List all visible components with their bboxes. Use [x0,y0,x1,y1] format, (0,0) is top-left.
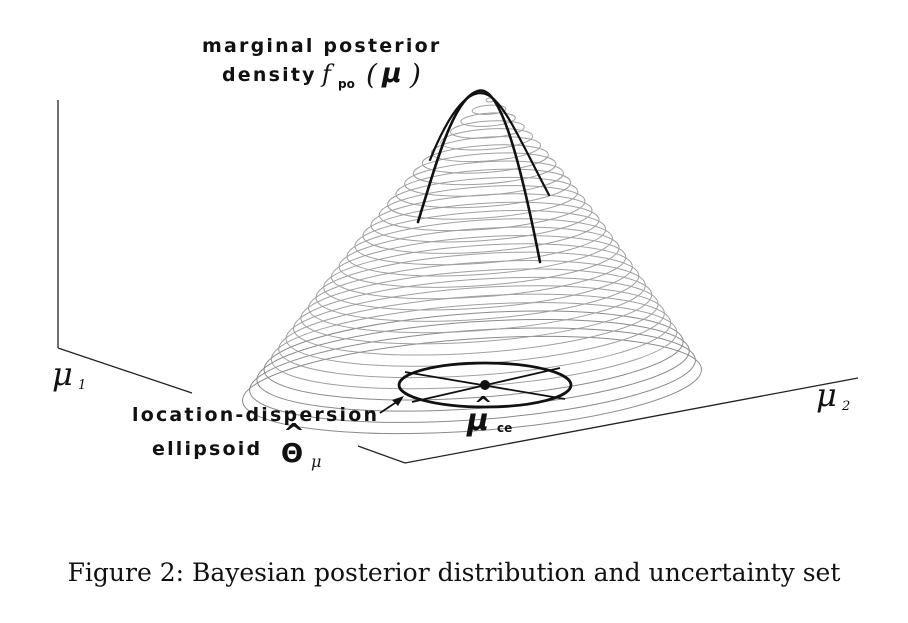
contour-ring [293,276,659,356]
contour-ring [242,335,702,435]
contour-ring [378,185,586,232]
contour-ring [362,201,600,254]
ellipsoid-center-dot [480,380,490,390]
contour-ring [330,235,627,300]
posterior-figure: marginal posterior density f po ( μ ) μ … [52,35,859,471]
ellipsoid-label-line2: ellipsoid [152,438,262,460]
figure-caption: Figure 2: Bayesian posterior distributio… [67,558,841,587]
contour-ring [404,160,564,197]
contour-ring [354,210,607,266]
paren-open: ( [366,58,378,91]
axis-mu2-label: μ [816,376,837,414]
contour-ring [346,218,613,277]
contour-ring [471,104,507,115]
axis-mu1-subscript: 1 [78,378,86,393]
mu-ce-symbol: μ [466,403,489,438]
contour-ring [256,318,690,412]
axes [57,100,859,464]
axis-mu1 [57,347,193,394]
marginal-curve-back [428,92,551,197]
contour-ring [412,152,557,186]
contour-ring [263,310,684,401]
ellipsoid-ring [397,361,573,409]
axis-mu2-subscript: 2 [841,399,850,414]
contour-ring [315,251,640,322]
contour-ring [430,136,542,163]
posterior-label-line1: marginal posterior [202,35,441,57]
contour-ring [387,176,579,220]
theta-symbol: Θ [281,439,303,469]
contour-ring [450,120,525,139]
theta-subscript: μ [311,452,321,471]
paren-close: ) [409,58,421,91]
contour-ring [249,327,696,423]
contour-ring [323,243,633,311]
ellipsoid-label-line1: location-dispersion [132,404,379,426]
marginal-curves [416,89,551,264]
ellipsoid-shape [397,361,573,409]
contour-ring [278,293,672,379]
f-symbol: f [320,60,335,88]
contour-ring [460,112,516,127]
axis-mu1-label: μ [52,355,73,393]
contour-ring [440,128,534,151]
f-subscript: po [338,77,355,91]
mu-bold: μ [381,58,402,89]
axis-mu2 [357,377,859,464]
mu-ce-hat: ^ [474,393,492,418]
contour-ring [338,226,620,288]
theta-hat: ^ [283,419,305,449]
contour-ring [421,144,549,174]
marginal-curve-front [416,89,542,264]
mu-ce-subscript: ce [497,421,512,435]
posterior-label-line2: density [222,64,317,86]
contour-ring [307,260,646,334]
pointer-arrow [379,396,404,414]
contour-ring [395,168,572,209]
contour-ring [300,268,653,345]
density-contours [242,97,702,435]
